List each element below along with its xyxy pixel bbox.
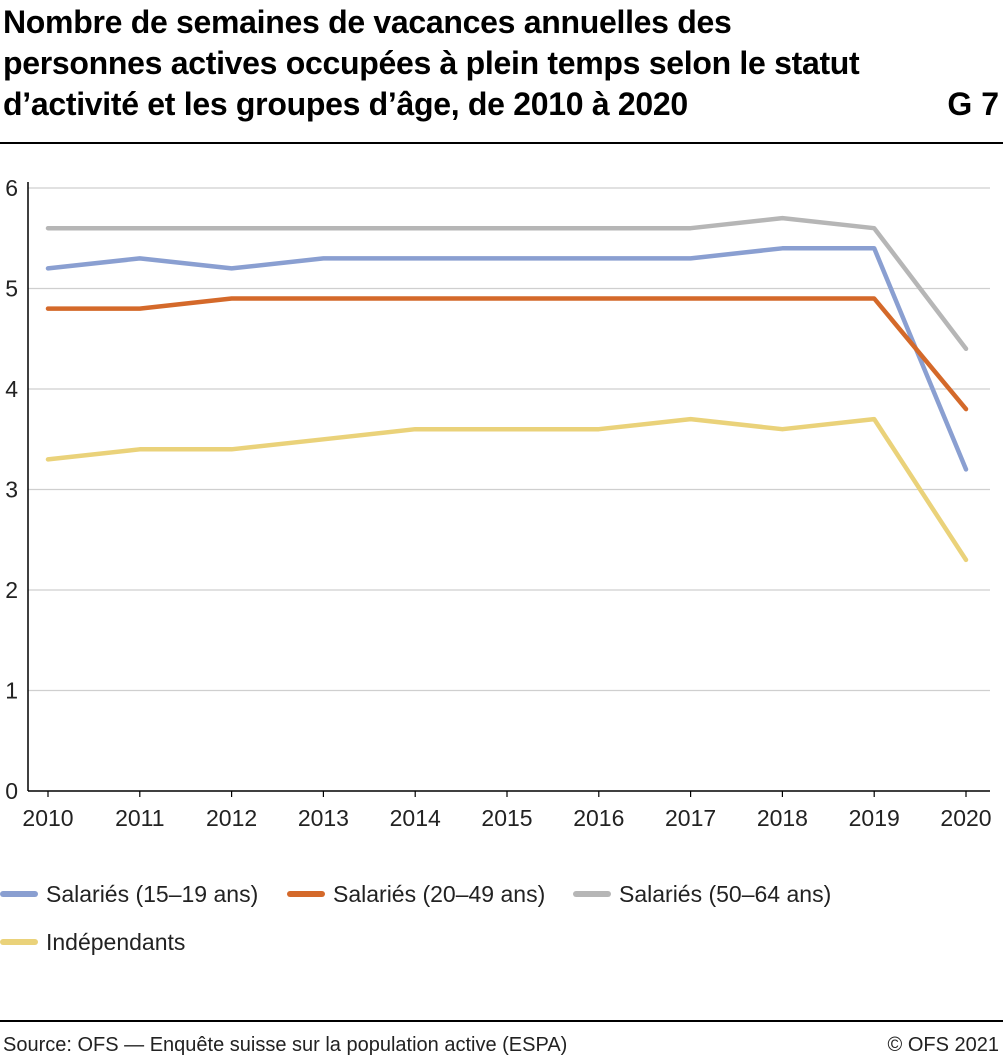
- legend-swatch: [287, 891, 325, 897]
- y-tick-label: 1: [5, 678, 18, 704]
- source-note: Source: OFS — Enquête suisse sur la popu…: [3, 1034, 568, 1056]
- y-tick-label: 0: [5, 778, 18, 804]
- x-tick-label: 2013: [298, 805, 349, 831]
- x-tick-label: 2015: [481, 805, 532, 831]
- y-tick-label: 3: [5, 477, 18, 503]
- chart-title: Nombre de semaines de vacances annuelles…: [3, 4, 860, 122]
- x-tick-label: 2020: [940, 805, 991, 831]
- x-tick-label: 2019: [849, 805, 900, 831]
- legend-item: Salariés (50–64 ans): [573, 874, 831, 914]
- gridlines: [28, 187, 990, 692]
- x-tick-label: 2017: [665, 805, 716, 831]
- y-tick-label: 2: [5, 577, 18, 603]
- legend-label: Salariés (20–49 ans): [333, 880, 546, 907]
- legend-label: Salariés (15–19 ans): [46, 880, 259, 907]
- series-line-2: [45, 296, 969, 412]
- legend-swatch: [0, 939, 38, 945]
- axes: [27, 182, 990, 797]
- x-tick-label: 2018: [757, 805, 808, 831]
- copyright-note: © OFS 2021: [887, 1034, 999, 1056]
- line-chart: 0 1 2 3 4 5 6 2010 2011 2012 2013 2014 2015 2016 2017…: [5, 175, 991, 831]
- y-tick-label: 5: [5, 276, 18, 302]
- x-tick-label: 2012: [206, 805, 257, 831]
- legend-label: Indépendants: [46, 928, 186, 955]
- footer-rule: [0, 1020, 1003, 1022]
- x-tick-label: 2010: [22, 805, 73, 831]
- y-tick-labels: 0 1 2 3 4 5 6: [5, 175, 18, 804]
- legend-swatch: [573, 891, 611, 897]
- x-tick-label: 2016: [573, 805, 624, 831]
- x-tick-label: 2014: [390, 805, 441, 831]
- figure-id: G 7: [947, 86, 999, 122]
- x-tick-label: 2011: [115, 805, 164, 831]
- series-lines: [45, 215, 969, 563]
- legend-item: Salariés (15–19 ans): [0, 874, 258, 914]
- legend-item: Salariés (20–49 ans): [287, 874, 545, 914]
- legend-label: Salariés (50–64 ans): [619, 880, 832, 907]
- legend-item: Indépendants: [0, 922, 185, 962]
- series-line-3: [45, 215, 969, 352]
- y-tick-label: 6: [5, 175, 18, 201]
- x-tick-labels: 2010 2011 2012 2013 2014 2015 2016 2017 2018 2019…: [22, 805, 991, 831]
- series-line-4: [45, 416, 969, 563]
- series-line-1: [45, 246, 969, 472]
- legend-swatch: [0, 891, 38, 897]
- title-rule: [0, 142, 1003, 144]
- y-tick-label: 4: [5, 376, 18, 402]
